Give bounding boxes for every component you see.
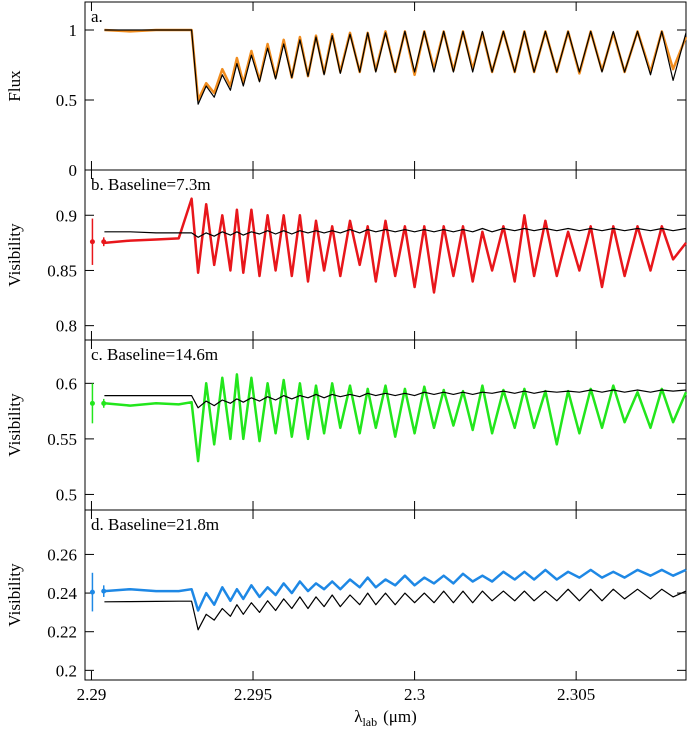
y-axis-label: Flux	[5, 70, 24, 102]
series-line	[104, 389, 687, 409]
y-tick-label: 0.2	[56, 661, 77, 680]
series-line	[104, 373, 688, 463]
y-tick-label: 0.26	[47, 545, 77, 564]
panel-frame	[84, 339, 687, 511]
series-line	[104, 227, 687, 238]
x-axis-label: λlab (μm)	[354, 707, 417, 729]
series-line	[104, 197, 687, 294]
x-axis-label-unit: (μm)	[383, 707, 417, 726]
x-axis-label-symbol: λ	[354, 707, 363, 726]
series-line	[104, 29, 687, 105]
series-line	[104, 568, 687, 612]
panel-frame	[84, 1, 687, 171]
series-line	[104, 588, 687, 631]
error-point	[101, 588, 107, 594]
y-tick-label: 0.85	[47, 261, 77, 280]
y-tick-label: 0.55	[47, 430, 77, 449]
panel-label: c. Baseline=14.6m	[91, 345, 218, 364]
y-tick-label: 0.6	[56, 374, 77, 393]
y-tick-label: 0.24	[47, 584, 77, 603]
y-axis-label: Visibility	[5, 223, 24, 287]
x-axis-label-subscript: lab	[362, 715, 377, 729]
panel-label: d. Baseline=21.8m	[91, 515, 219, 534]
x-tick-label: 2.3	[404, 685, 425, 704]
y-tick-label: 0.22	[47, 623, 77, 642]
y-tick-label: 0.5	[56, 91, 77, 110]
y-tick-label: 0	[69, 161, 78, 180]
error-point	[89, 239, 95, 245]
panel-label: a.	[91, 7, 103, 26]
series-line	[104, 28, 688, 102]
y-tick-label: 0.9	[56, 206, 77, 225]
y-axis-label: Visibility	[5, 393, 24, 457]
panel-label: b. Baseline=7.3m	[91, 175, 211, 194]
y-axis-label: Visibility	[5, 563, 24, 627]
error-point	[89, 589, 95, 595]
panel-frame	[84, 509, 687, 681]
error-point	[89, 400, 95, 406]
x-tick-label: 2.295	[234, 685, 272, 704]
error-point	[101, 239, 107, 245]
x-tick-label: 2.305	[557, 685, 595, 704]
y-tick-label: 1	[69, 21, 78, 40]
x-tick-label: 2.29	[77, 685, 107, 704]
y-tick-label: 0.8	[56, 317, 77, 336]
y-tick-label: 0.5	[56, 485, 77, 504]
error-point	[101, 400, 107, 406]
